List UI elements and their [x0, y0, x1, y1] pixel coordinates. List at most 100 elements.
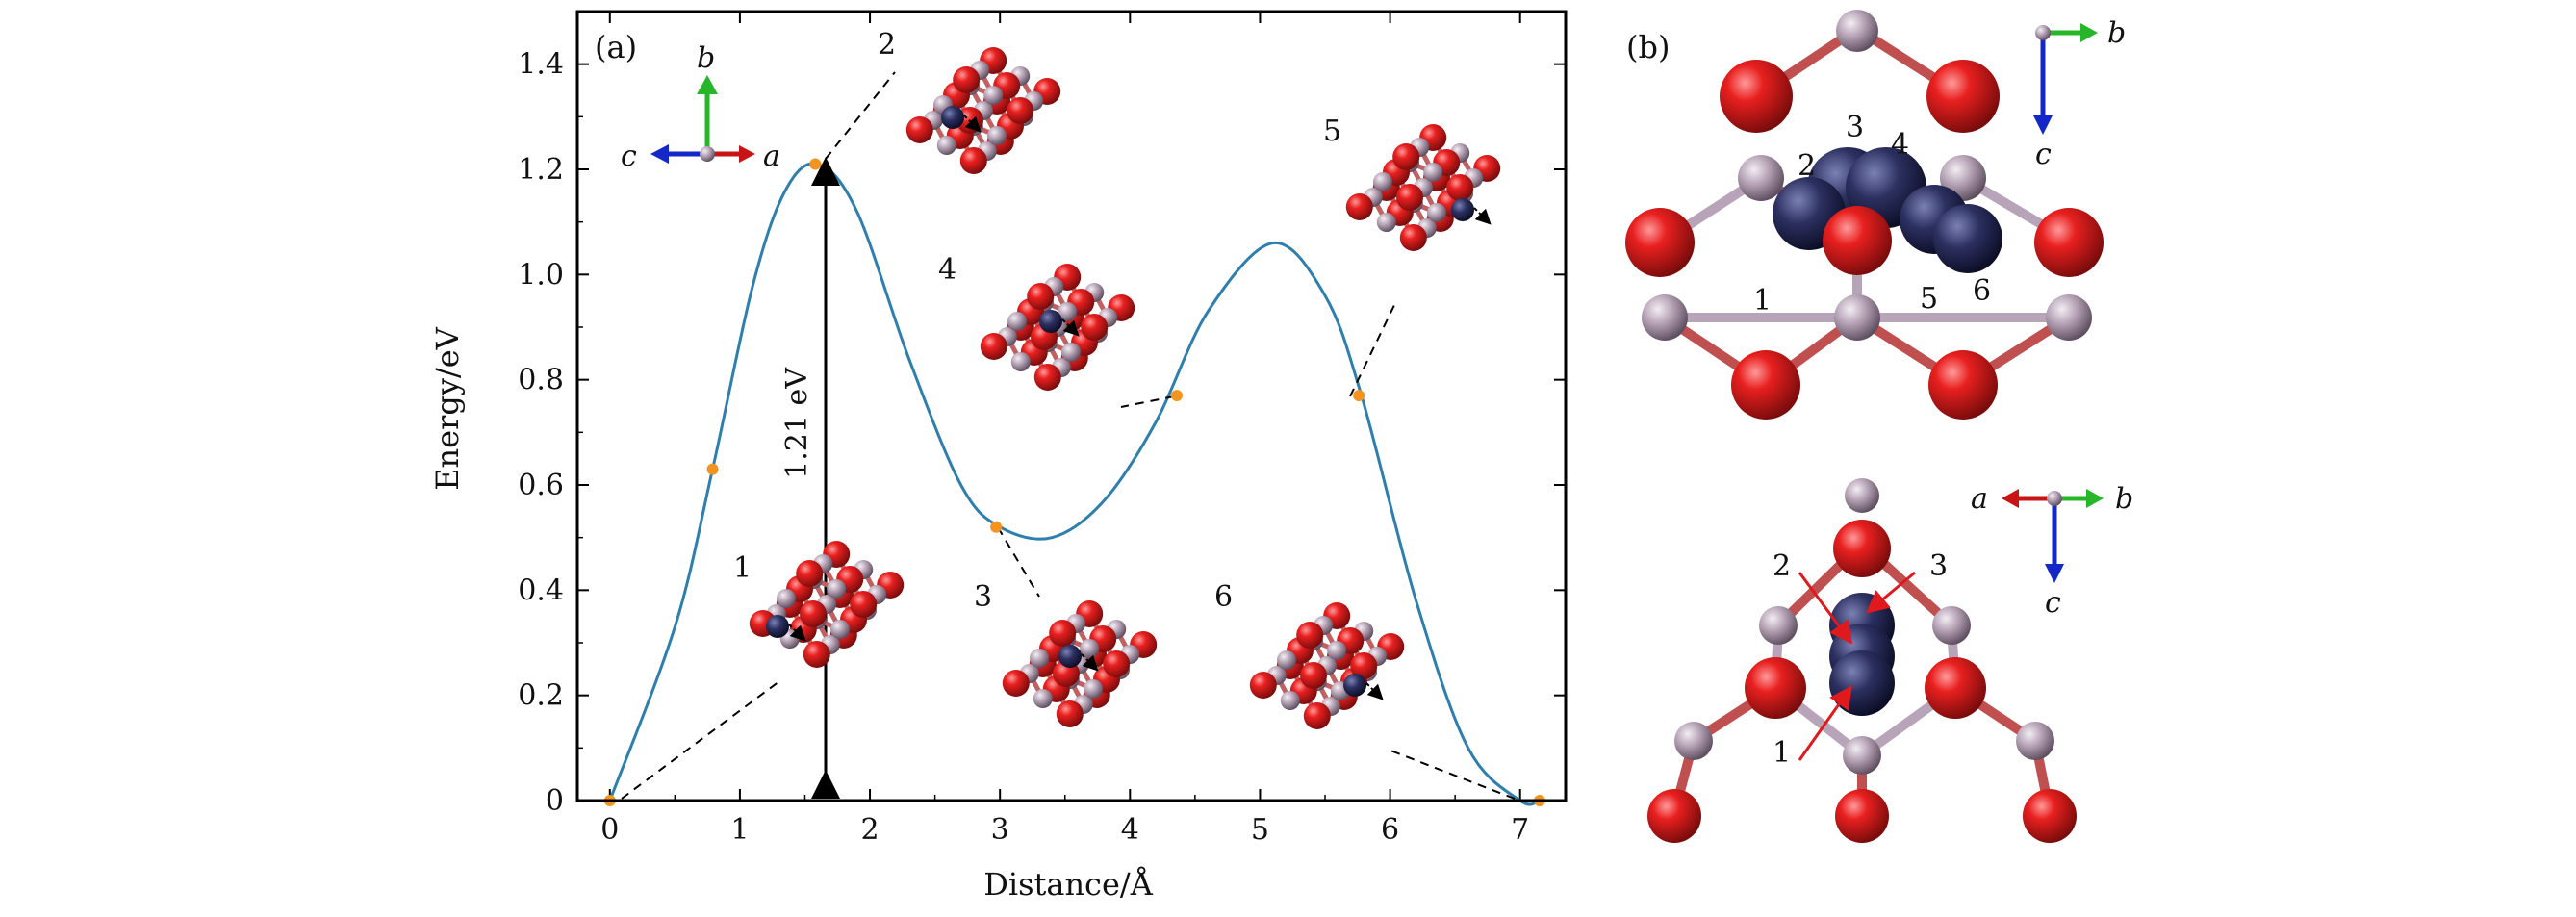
- y-tick-label: 1.0: [518, 258, 564, 292]
- oxygen-atom: [1027, 283, 1055, 310]
- metal-atom: [1373, 172, 1392, 191]
- inset-label-2: 2: [878, 28, 896, 62]
- x-tick-label: 5: [1251, 813, 1269, 847]
- oxygen-atom: [1345, 193, 1373, 220]
- ion-atom: [941, 106, 964, 129]
- oxygen-atom: [1056, 700, 1084, 727]
- inset-connectors: [621, 71, 1516, 800]
- image-point: [809, 158, 822, 170]
- oxygen-atom: [1249, 672, 1277, 699]
- top-axis-c-label: c: [2035, 138, 2052, 171]
- metal-atom: [1376, 213, 1396, 232]
- image-point: [1170, 390, 1183, 402]
- top-site-1: 1: [1753, 284, 1772, 318]
- energy-curve: [608, 162, 1541, 806]
- image-point: [1353, 390, 1365, 402]
- inset-label-5: 5: [1323, 115, 1341, 148]
- x-tick-label: 4: [1121, 813, 1139, 847]
- panel-b-label: (b): [1626, 29, 1670, 65]
- oxygen-atom: [1303, 702, 1331, 729]
- bottom-site-2: 2: [1773, 549, 1791, 583]
- metal-atom: [830, 620, 850, 639]
- axis-tick-labels: 0 1 2 3 4 5 6 7 0 0.2 0.4 0.6 0.8 1.0 1.2 1.4: [518, 48, 1529, 847]
- top-site-2: 2: [1798, 149, 1816, 183]
- oxygen-atom: [1396, 184, 1423, 211]
- oxygen-atom: [803, 641, 830, 668]
- metal-atom: [1010, 352, 1031, 371]
- migration-arrow: [1473, 207, 1492, 225]
- migration-arrow: [963, 115, 982, 133]
- migration-arrow: [788, 624, 806, 642]
- y-tick-label: 0: [546, 784, 564, 818]
- migration-arrow: [1061, 318, 1080, 337]
- axis-b-label: b: [697, 41, 715, 75]
- metal-atom: [1061, 343, 1081, 362]
- image-point: [990, 521, 1003, 533]
- bottom-site-3: 3: [1929, 549, 1948, 583]
- metal-atom: [1277, 650, 1296, 670]
- top-site-3: 3: [1846, 111, 1864, 144]
- ion-atom: [1343, 674, 1366, 697]
- top-view-structure: 1 2 3 4 5 6: [1625, 10, 2104, 420]
- inset-label-3: 3: [974, 580, 992, 614]
- axis-c-label: c: [621, 140, 637, 173]
- x-axis-label: Distance/Å: [983, 866, 1154, 903]
- bottom-axis-b-label: b: [2115, 482, 2133, 516]
- panel-a-chart: Energy/eV Distance/Å 0 1 2 3 4 5 6 700.20.40.60…: [429, 10, 1568, 903]
- oxygen-atom: [1350, 652, 1378, 679]
- ion-atom: [1058, 645, 1082, 668]
- inset-structure-2: [905, 47, 1061, 174]
- metal-atom: [827, 579, 847, 599]
- metal-atom: [1030, 649, 1049, 668]
- barrier-value: 1.21 eV: [780, 367, 814, 479]
- bottom-axis-a-label: a: [1971, 482, 1988, 516]
- top-axis-triad: b c: [2033, 16, 2126, 171]
- image-point: [706, 463, 719, 475]
- top-site-5: 5: [1920, 282, 1938, 316]
- inset-label-4: 4: [938, 253, 956, 287]
- oxygen-atom: [800, 600, 827, 627]
- oxygen-atom: [1300, 662, 1327, 689]
- x-tick-label: 3: [991, 813, 1009, 847]
- oxygen-atom: [1007, 97, 1034, 124]
- axis-triad-a: b c a: [621, 41, 780, 173]
- oxygen-atom: [850, 591, 878, 618]
- ion-atom: [1451, 198, 1474, 221]
- x-tick-label: 7: [1511, 813, 1529, 847]
- bottom-view-structure: 1 2 3: [1647, 478, 2077, 843]
- inset-structure-1: [749, 541, 905, 668]
- metal-atom: [1058, 302, 1078, 321]
- x-tick-label: 6: [1381, 813, 1399, 847]
- top-site-6: 6: [1973, 274, 1991, 308]
- inset-label-1: 1: [733, 551, 752, 585]
- metal-atom: [777, 589, 796, 608]
- y-tick-label: 0.2: [518, 679, 564, 713]
- metal-atom: [1080, 639, 1100, 658]
- y-tick-label: 1.2: [518, 153, 564, 187]
- oxygen-atom: [980, 333, 1007, 360]
- oxygen-atom: [1392, 143, 1420, 170]
- metal-atom: [1007, 312, 1027, 331]
- migration-arrow: [1081, 653, 1099, 672]
- bottom-site-1: 1: [1773, 736, 1791, 770]
- oxygen-atom: [1049, 620, 1077, 647]
- x-tick-label: 1: [730, 813, 749, 847]
- y-axis-label: Energy/eV: [429, 326, 466, 490]
- axis-a-label: a: [763, 140, 780, 173]
- y-tick-label: 0.6: [518, 469, 564, 502]
- inset-label-6: 6: [1214, 580, 1233, 614]
- oxygen-atom: [1446, 174, 1474, 201]
- oxygen-atom: [796, 560, 824, 587]
- image-points: [603, 158, 1545, 806]
- y-tick-label: 0.4: [518, 573, 564, 607]
- metal-atom: [936, 136, 956, 155]
- oxygen-atom: [1002, 670, 1030, 697]
- metal-atom: [983, 86, 1004, 105]
- oxygen-atom: [1296, 622, 1324, 649]
- metal-atom: [1423, 163, 1443, 182]
- inset-structure-6: [1249, 602, 1405, 729]
- top-site-4: 4: [1891, 128, 1909, 162]
- y-tick-label: 1.4: [518, 48, 564, 82]
- ion-atom: [1039, 310, 1062, 333]
